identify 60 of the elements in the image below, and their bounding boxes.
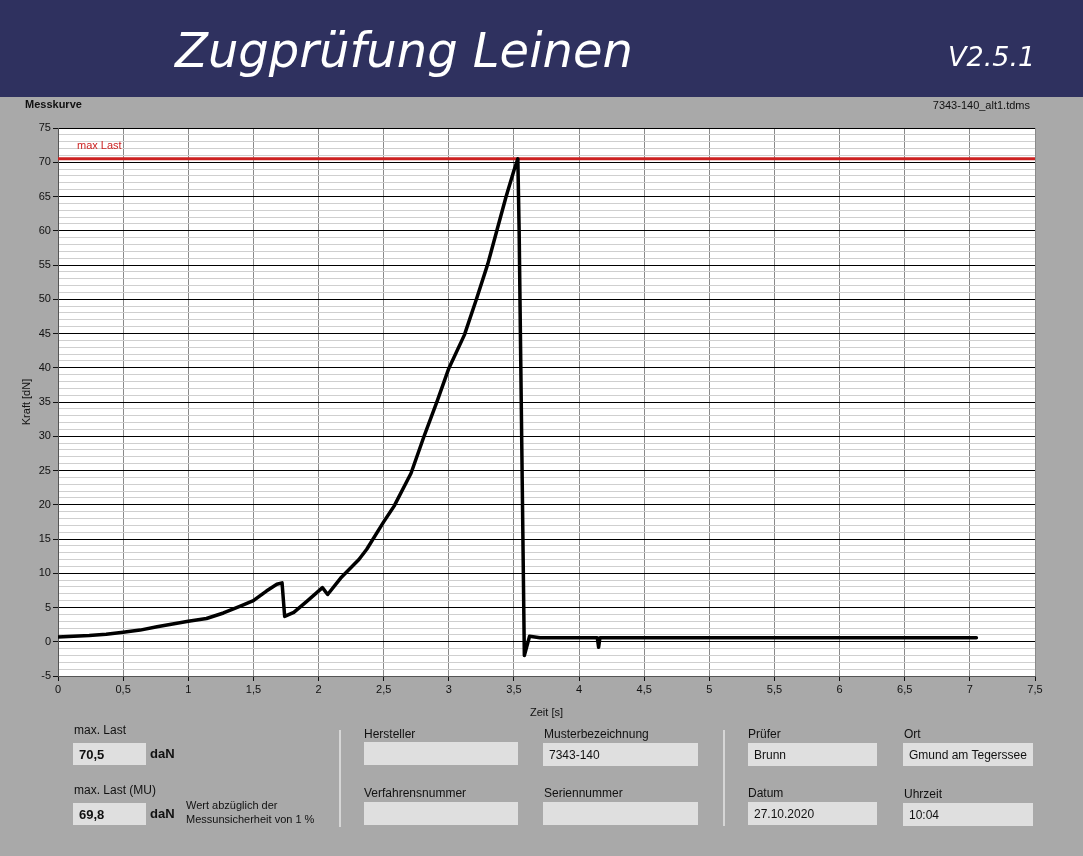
input-field: 27.10.2020 <box>748 802 877 825</box>
input-field: 10:04 <box>903 803 1033 826</box>
text: Prüfer <box>748 727 781 742</box>
text: Messkurve <box>25 98 82 112</box>
y-tick-label: -5 <box>41 669 51 682</box>
y-tick-label: 30 <box>38 429 51 442</box>
y-tick-label: 35 <box>38 395 51 408</box>
text: max. Last <box>74 723 127 738</box>
y-tick-label: 15 <box>38 532 51 545</box>
x-tick-label: 7,5 <box>1027 682 1043 695</box>
x-tick-label: 1,5 <box>245 682 262 695</box>
x-tick-label: 5,5 <box>766 682 783 695</box>
x-tick-label: 7 <box>966 682 973 695</box>
x-axis-title: Zeit [s] <box>529 706 564 719</box>
y-tick-label: 50 <box>38 292 51 305</box>
chart-title: Zugprüfung Leinen <box>175 22 633 80</box>
input-field: 69,8 <box>73 803 146 825</box>
y-tick-label: 45 <box>38 326 51 339</box>
ref-line-label: max Last <box>77 138 122 151</box>
y-tick-label: 40 <box>38 360 51 373</box>
text: Datum <box>748 786 784 801</box>
text: Seriennummer <box>544 786 623 801</box>
y-tick-label: 65 <box>38 189 51 202</box>
y-tick-label: 25 <box>38 463 51 476</box>
text: Uhrzeit <box>904 787 943 802</box>
x-tick-label: 6,5 <box>897 682 913 695</box>
x-tick-label: 1 <box>185 682 192 695</box>
y-tick-label: 10 <box>38 566 51 579</box>
x-tick-label: 0,5 <box>115 682 131 695</box>
x-tick-label: 5 <box>706 682 713 695</box>
y-tick-label: 0 <box>44 634 51 647</box>
text: Musterbezeichnung <box>544 727 649 742</box>
x-tick-label: 3 <box>445 682 452 695</box>
text: Wert abzüglich der Messunsicherheit von 1 % <box>186 799 316 827</box>
y-tick-label: 55 <box>38 258 51 271</box>
y-tick-label: 70 <box>38 155 51 168</box>
x-tick-label: 6 <box>836 682 843 695</box>
y-tick-label: 20 <box>38 497 51 510</box>
y-axis-title: Kraft [dN] <box>19 378 32 426</box>
x-tick-label: 2 <box>315 682 322 695</box>
x-tick-label: 4 <box>576 682 583 695</box>
x-tick-label: 2,5 <box>376 682 392 695</box>
y-tick-label: 5 <box>44 600 51 613</box>
text: daN <box>150 746 175 762</box>
input-field: Gmund am Tegerssee <box>903 743 1033 766</box>
input-field: Brunn <box>748 743 877 766</box>
text: max. Last (MU) <box>74 783 157 798</box>
y-tick-label: 75 <box>38 121 51 134</box>
text: Verfahrensnummer <box>364 786 467 801</box>
x-tick-label: 3,5 <box>506 682 522 695</box>
text: Ort <box>904 727 921 742</box>
x-tick-label: 0 <box>54 682 62 695</box>
text: V2.5.1 <box>948 41 1036 74</box>
y-tick-label: 60 <box>38 223 51 236</box>
input-field: 70,5 <box>73 743 146 765</box>
text: Hersteller <box>364 727 416 742</box>
text: 7343-140_alt1.tdms <box>932 99 1030 113</box>
input-field: 7343-140 <box>543 743 698 766</box>
text: daN <box>150 806 175 822</box>
x-tick-label: 4,5 <box>636 682 652 695</box>
